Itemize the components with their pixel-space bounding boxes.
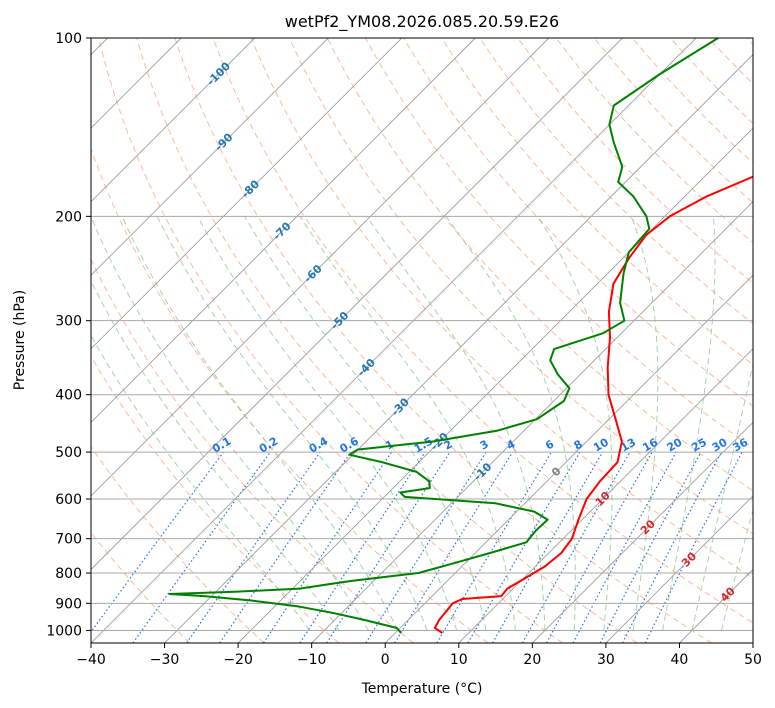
y-tick-label: 800 bbox=[55, 566, 82, 582]
mixing-ratio-line bbox=[91, 451, 224, 633]
y-tick-label: 600 bbox=[55, 492, 82, 508]
isotherm-line bbox=[91, 38, 623, 571]
isotherm-line bbox=[164, 53, 753, 643]
mixing-ratio-line bbox=[132, 451, 271, 643]
dry-adiabat bbox=[98, 38, 563, 643]
dry-adiabat bbox=[365, 38, 753, 449]
y-tick-label: 400 bbox=[55, 388, 82, 404]
mixing-ratio-line bbox=[394, 451, 514, 643]
dry-adiabat bbox=[326, 38, 753, 492]
isotherm-line bbox=[605, 495, 753, 643]
isotherm-line bbox=[91, 38, 255, 203]
dry-adiabat bbox=[91, 445, 265, 643]
isotherm-line bbox=[91, 38, 476, 423]
dry-adiabat bbox=[91, 355, 340, 643]
y-tick-label: 700 bbox=[55, 532, 82, 548]
isotherm-line bbox=[91, 38, 550, 497]
isotherm-line bbox=[311, 201, 753, 643]
y-tick-label: 900 bbox=[55, 596, 82, 612]
x-tick-label: −10 bbox=[297, 652, 327, 668]
x-tick-label: 40 bbox=[671, 652, 689, 668]
y-tick-label: 200 bbox=[55, 209, 82, 225]
mixing-ratio-line bbox=[521, 451, 631, 643]
y-tick-label: 300 bbox=[55, 314, 82, 330]
dry-adiabat bbox=[288, 38, 753, 535]
mixing-ratio-line bbox=[572, 451, 677, 643]
mixing-ratio-line bbox=[299, 451, 426, 643]
x-tick-label: 0 bbox=[381, 652, 390, 668]
axes: −40 −30 −20 −10 0 10 20 30 40 50 100 200 300 400 500 60… bbox=[46, 31, 762, 668]
x-tick-label: 20 bbox=[523, 652, 541, 668]
isotherm-line bbox=[237, 127, 753, 643]
moist-adiabat bbox=[244, 216, 487, 631]
profile-series bbox=[168, 38, 753, 634]
isotherm-line bbox=[458, 348, 753, 643]
mixing-ratio-line bbox=[546, 451, 653, 643]
chart-title: wetPf2_YM08.2026.085.20.59.E26 bbox=[285, 12, 559, 32]
isotherm-line bbox=[384, 274, 753, 643]
dry-adiabat bbox=[212, 38, 753, 624]
dewpoint-line bbox=[168, 38, 719, 634]
dry-adiabat bbox=[250, 38, 753, 579]
dry-adiabat bbox=[174, 38, 712, 643]
mixing-ratio-line bbox=[326, 451, 451, 643]
background-lines bbox=[91, 38, 753, 643]
temperature-line bbox=[433, 175, 753, 634]
isotherm-line bbox=[91, 38, 403, 350]
moist-adiabat bbox=[121, 216, 399, 631]
plot-frame bbox=[90, 37, 754, 644]
y-axis-label: Pressure (hPa) bbox=[12, 290, 28, 390]
moist-adiabat bbox=[91, 279, 340, 631]
x-tick-label: −40 bbox=[76, 652, 106, 668]
x-tick-label: −20 bbox=[223, 652, 253, 668]
isotherm-line bbox=[91, 38, 329, 276]
y-tick-label: 1000 bbox=[46, 623, 82, 639]
mixing-ratio-line bbox=[644, 451, 743, 643]
y-tick-label: 100 bbox=[55, 31, 82, 47]
x-tick-label: 50 bbox=[744, 652, 762, 668]
x-tick-label: 30 bbox=[597, 652, 615, 668]
isotherm-line bbox=[532, 421, 753, 643]
x-axis-label: Temperature (°C) bbox=[361, 681, 483, 697]
mixing-ratio-line bbox=[186, 451, 321, 643]
dry-adiabat bbox=[91, 258, 414, 643]
moist-adiabat bbox=[91, 334, 310, 631]
y-tick-label: 500 bbox=[55, 445, 82, 461]
x-tick-label: 10 bbox=[450, 652, 468, 668]
mixing-ratio-line bbox=[219, 451, 352, 643]
mixing-ratio-line bbox=[262, 451, 392, 643]
isotherm-line bbox=[91, 38, 697, 643]
x-tick-label: −30 bbox=[150, 652, 180, 668]
